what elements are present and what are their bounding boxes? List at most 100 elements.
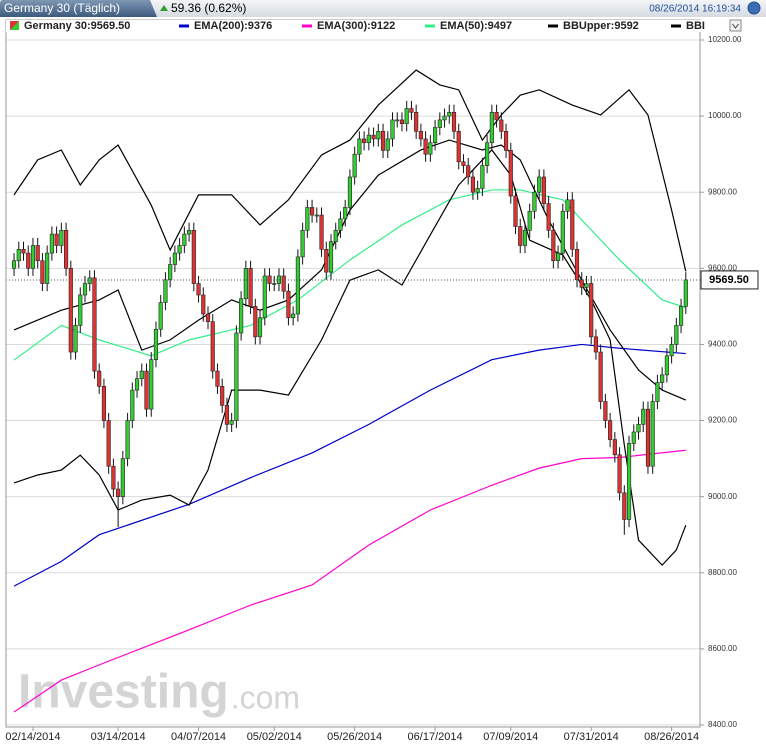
candle-body [120, 458, 125, 497]
candle-body [21, 249, 26, 254]
watermark-suffix: .com [231, 679, 300, 715]
candle-body [641, 408, 646, 425]
candle-body [182, 233, 187, 246]
x-tick-label: 02/14/2014 [5, 731, 60, 743]
candle-body [139, 370, 144, 379]
candle-body [508, 150, 513, 197]
candle-body [73, 325, 78, 353]
candle-body [660, 374, 665, 383]
candle-body [68, 268, 73, 353]
candle-body [16, 249, 21, 262]
candle-body [87, 277, 92, 284]
legend-background [6, 20, 748, 32]
candle-body [11, 260, 17, 269]
candle-body [286, 290, 291, 319]
candle-body [679, 306, 684, 326]
y-tick-label: 9400.00 [708, 340, 737, 349]
candle-body [111, 465, 116, 490]
candle-body [418, 131, 423, 140]
candle-body [257, 317, 263, 338]
candle-body [248, 268, 253, 307]
candle-body [149, 359, 154, 410]
candle-body [447, 112, 452, 117]
y-tick-label: 9800.00 [708, 187, 737, 196]
candle-body [338, 218, 343, 231]
candle-body [489, 112, 494, 144]
indicator-line [13, 69, 687, 272]
candle-body [579, 279, 584, 288]
candle-body [116, 488, 121, 497]
legend-toggle-arrow [732, 23, 739, 29]
y-tick-label: 10200.00 [708, 35, 742, 44]
x-tick-label: 06/17/2014 [408, 731, 463, 743]
y-tick-label: 8400.00 [708, 720, 737, 729]
candle-body [485, 142, 490, 166]
header-tab[interactable] [0, 0, 157, 17]
candle-body [527, 210, 532, 231]
x-tick-label: 04/07/2014 [171, 731, 226, 743]
candle-body [541, 176, 546, 204]
candle-body [612, 439, 617, 456]
legend-toggle[interactable] [729, 19, 742, 32]
candle-body [177, 245, 182, 254]
indicator-line [13, 343, 686, 587]
candle-body [54, 233, 59, 246]
candle-body [560, 210, 565, 254]
candle-body [281, 275, 286, 292]
candle-body [437, 119, 442, 128]
candle-body [97, 370, 102, 387]
candle-body [172, 252, 177, 265]
candle-body [352, 153, 357, 178]
candle-body [229, 420, 234, 425]
candle-body [144, 370, 149, 410]
candle-body [570, 199, 575, 250]
candle-body [357, 138, 362, 155]
candle-body [494, 112, 499, 121]
candle-body [220, 386, 225, 406]
candle-body [451, 112, 457, 132]
candle-body [574, 249, 580, 281]
candle-body [556, 252, 561, 262]
candle-body [593, 336, 598, 353]
x-tick-label: 03/14/2014 [91, 731, 146, 743]
candle-body [395, 119, 400, 122]
candle-body [513, 195, 518, 227]
x-tick-label: 07/31/2014 [564, 731, 619, 743]
header-timestamp: 08/26/2014 16:19:34 [649, 4, 741, 15]
candle-body [433, 127, 438, 144]
candle-body [409, 108, 414, 113]
candle-body [636, 424, 641, 433]
candle-body [622, 492, 627, 520]
candle-body [475, 188, 480, 193]
candle-body [522, 229, 528, 246]
y-tick-label: 8600.00 [708, 644, 737, 653]
candle-body [92, 277, 97, 372]
candle-body [683, 279, 688, 307]
candle-body [49, 233, 54, 254]
candle-body [101, 386, 107, 421]
candle-body [617, 454, 622, 494]
candle-body [366, 134, 371, 144]
candle-body [324, 249, 329, 273]
legend-icon-half [10, 21, 19, 30]
candle-body [125, 420, 130, 459]
candle-body [532, 191, 537, 212]
candle-body [328, 241, 334, 273]
legend-label: BBI [686, 20, 705, 32]
y-tick-label: 9200.00 [708, 416, 737, 425]
info-icon[interactable] [747, 1, 761, 15]
candle-body [442, 115, 447, 121]
candle-body [64, 229, 69, 269]
candle-body [106, 420, 111, 467]
indicator-line [13, 189, 686, 361]
candle-body [224, 405, 229, 425]
candle-body [631, 431, 636, 444]
candle-body [272, 283, 277, 285]
candle-body [645, 408, 651, 467]
candle-body [295, 256, 300, 315]
legend-label: Germany 30:9569.50 [24, 20, 130, 32]
candle-body [253, 306, 258, 338]
last-price-label: 9569.50 [709, 274, 749, 286]
up-arrow [160, 5, 168, 11]
candle-body [262, 275, 267, 319]
